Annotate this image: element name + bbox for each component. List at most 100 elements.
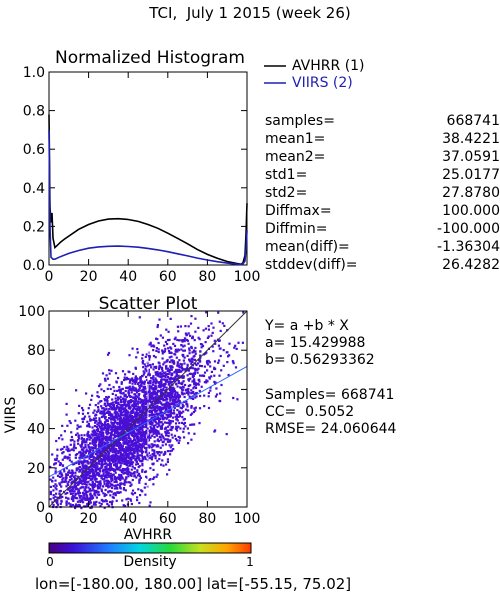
scatter-point bbox=[61, 452, 64, 455]
scatter-point bbox=[188, 358, 191, 361]
scatter-point bbox=[125, 481, 128, 484]
scatter-point bbox=[71, 474, 74, 477]
scatter-point bbox=[100, 437, 103, 440]
scatter-point bbox=[69, 486, 72, 489]
scatter-point bbox=[126, 466, 129, 469]
scatter-point bbox=[111, 413, 114, 416]
scatter-point bbox=[159, 384, 162, 387]
scatter-point bbox=[144, 368, 147, 371]
scatter-point bbox=[103, 476, 107, 479]
stat-row: std1= 25.0177 bbox=[265, 167, 500, 183]
scatter-point bbox=[111, 458, 114, 461]
scatter-point bbox=[159, 334, 162, 337]
scatter-point bbox=[190, 389, 193, 392]
scatter-point bbox=[103, 480, 106, 483]
scatter-point bbox=[170, 394, 173, 397]
scatter-point bbox=[115, 478, 118, 481]
scatter-point bbox=[173, 338, 176, 341]
scatter-point bbox=[77, 412, 80, 415]
scatter-point bbox=[135, 463, 138, 466]
scatter-point bbox=[164, 378, 167, 381]
scatter-point bbox=[113, 451, 116, 454]
scatter-point bbox=[98, 468, 101, 472]
scatter-point bbox=[110, 503, 113, 506]
scatter-point bbox=[145, 406, 148, 409]
scatter-point bbox=[55, 492, 58, 495]
scatter-point bbox=[151, 404, 155, 407]
scatter-point bbox=[210, 322, 213, 325]
scatter-point bbox=[168, 377, 171, 380]
scatter-point bbox=[120, 426, 123, 429]
scatter-point bbox=[92, 465, 95, 468]
scatter-point bbox=[78, 478, 81, 481]
scatter-point bbox=[139, 460, 142, 463]
scatter-point bbox=[157, 451, 160, 454]
scatter-point bbox=[96, 427, 100, 430]
scatter-point bbox=[121, 424, 124, 428]
scatter-point bbox=[76, 424, 79, 427]
scatter-point bbox=[108, 463, 111, 467]
scatter-point bbox=[167, 435, 170, 438]
scatter-point bbox=[112, 386, 115, 389]
scatter-point bbox=[210, 370, 213, 373]
scatter-point bbox=[155, 393, 158, 396]
scatter-point bbox=[128, 464, 131, 467]
scatter-point bbox=[138, 386, 141, 389]
scatter-point bbox=[132, 408, 135, 411]
scatter-point bbox=[120, 412, 123, 415]
scatter-point bbox=[147, 372, 150, 375]
scatter-point bbox=[142, 366, 145, 369]
scatter-point bbox=[158, 318, 161, 321]
scatter-point bbox=[113, 460, 116, 463]
scatter-point bbox=[157, 348, 160, 351]
scatter-point bbox=[102, 492, 105, 495]
scatter-point bbox=[82, 448, 85, 451]
scatter-point bbox=[165, 378, 168, 381]
scatter-point bbox=[73, 483, 76, 486]
scatter-point bbox=[142, 411, 145, 414]
scatter-point bbox=[168, 388, 171, 391]
scatter-point bbox=[77, 467, 80, 470]
scatter-point bbox=[98, 460, 101, 463]
scatter-point bbox=[141, 468, 144, 471]
scatter-point bbox=[135, 432, 138, 435]
scatter-point bbox=[110, 425, 113, 428]
scatter-point bbox=[124, 393, 127, 396]
scatter-point bbox=[101, 438, 104, 441]
stat-row: mean2= 37.0591 bbox=[265, 149, 500, 165]
scatter-point bbox=[117, 428, 120, 431]
scatter-point bbox=[180, 344, 183, 347]
scatter-point bbox=[172, 342, 175, 345]
scatter-point bbox=[103, 423, 106, 426]
scatter-point bbox=[169, 453, 172, 456]
scatter-point bbox=[75, 492, 78, 495]
scatter-point bbox=[58, 472, 61, 475]
scatter-point bbox=[129, 499, 133, 502]
scatter-point bbox=[58, 475, 61, 478]
scatter-point bbox=[88, 415, 91, 418]
scatter-point bbox=[99, 482, 102, 485]
scatter-point bbox=[176, 385, 179, 388]
scatter-point bbox=[93, 483, 96, 486]
scatter-point bbox=[90, 418, 93, 422]
scatter-point bbox=[174, 404, 177, 407]
scatter-point bbox=[69, 505, 73, 508]
scatter-point bbox=[183, 436, 186, 439]
scatter-point bbox=[118, 438, 121, 442]
scatter-point bbox=[102, 474, 105, 477]
scatter-point bbox=[122, 442, 125, 445]
scatter-point bbox=[137, 394, 140, 397]
scatter-point bbox=[205, 381, 208, 384]
scatter-point bbox=[202, 374, 206, 378]
scatter-point bbox=[142, 402, 145, 405]
scatter-point bbox=[102, 414, 105, 417]
scatter-point bbox=[141, 353, 144, 356]
scatter-point bbox=[190, 357, 193, 360]
scatter-point bbox=[138, 430, 141, 433]
scatter-point bbox=[133, 379, 136, 382]
scatter-point bbox=[103, 506, 106, 509]
scatter-point bbox=[107, 451, 110, 454]
scatter-point bbox=[136, 452, 139, 455]
scatter-point bbox=[186, 403, 189, 406]
scatter-point bbox=[169, 428, 172, 431]
